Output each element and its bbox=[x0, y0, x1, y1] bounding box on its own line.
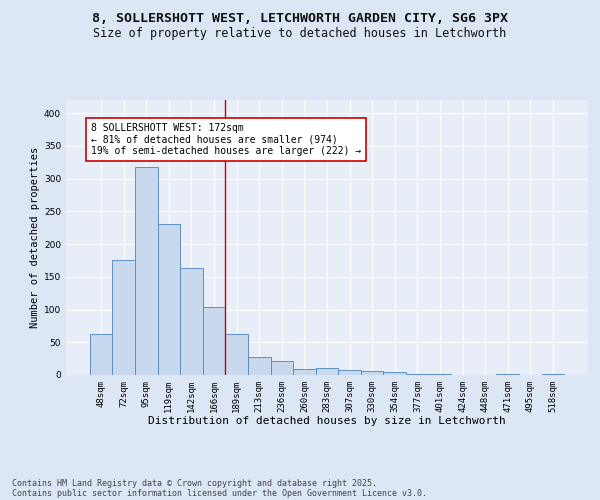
Bar bbox=[542, 374, 564, 375]
Bar bbox=[248, 358, 271, 375]
Text: 8, SOLLERSHOTT WEST, LETCHWORTH GARDEN CITY, SG6 3PX: 8, SOLLERSHOTT WEST, LETCHWORTH GARDEN C… bbox=[92, 12, 508, 26]
Bar bbox=[226, 334, 248, 375]
Bar bbox=[406, 374, 428, 375]
Text: Size of property relative to detached houses in Letchworth: Size of property relative to detached ho… bbox=[94, 28, 506, 40]
Y-axis label: Number of detached properties: Number of detached properties bbox=[30, 147, 40, 328]
Bar bbox=[496, 374, 519, 375]
Bar bbox=[338, 370, 361, 375]
Text: Contains HM Land Registry data © Crown copyright and database right 2025.: Contains HM Land Registry data © Crown c… bbox=[12, 478, 377, 488]
Bar bbox=[271, 360, 293, 375]
Bar bbox=[316, 368, 338, 375]
X-axis label: Distribution of detached houses by size in Letchworth: Distribution of detached houses by size … bbox=[148, 416, 506, 426]
Bar bbox=[428, 374, 451, 375]
Bar bbox=[383, 372, 406, 375]
Text: 8 SOLLERSHOTT WEST: 172sqm
← 81% of detached houses are smaller (974)
19% of sem: 8 SOLLERSHOTT WEST: 172sqm ← 81% of deta… bbox=[91, 123, 361, 156]
Text: Contains public sector information licensed under the Open Government Licence v3: Contains public sector information licen… bbox=[12, 488, 427, 498]
Bar bbox=[112, 260, 135, 375]
Bar bbox=[135, 167, 158, 375]
Bar bbox=[180, 268, 203, 375]
Bar bbox=[293, 369, 316, 375]
Bar bbox=[361, 371, 383, 375]
Bar bbox=[90, 334, 112, 375]
Bar bbox=[203, 307, 226, 375]
Bar bbox=[158, 224, 180, 375]
